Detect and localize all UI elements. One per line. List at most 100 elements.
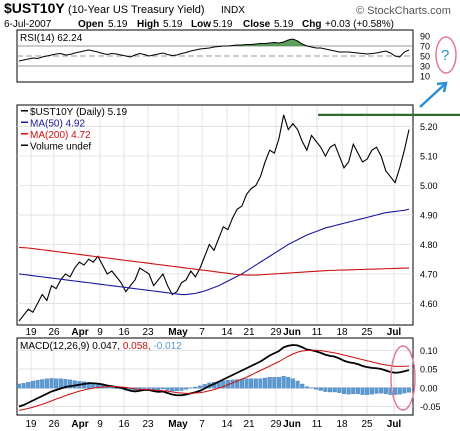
annotation-up-arrow bbox=[419, 83, 446, 108]
macd-histogram-bar bbox=[360, 387, 365, 395]
annotation-question-circle bbox=[435, 36, 457, 74]
macd-histogram-bar bbox=[68, 379, 73, 389]
macd-histogram-bar bbox=[16, 383, 22, 389]
macd-histogram-bar bbox=[351, 387, 356, 395]
macd-histogram-bar bbox=[244, 378, 249, 389]
macd-histogram-bar bbox=[337, 387, 342, 393]
macd-histogram-bar bbox=[49, 378, 54, 389]
macd-xtick-label: 29 bbox=[270, 419, 282, 430]
price-line bbox=[18, 114, 410, 322]
macd-tick-label: 0.10 bbox=[420, 346, 438, 356]
macd-histogram-bar bbox=[165, 387, 170, 391]
rsi-tick-label: 10 bbox=[420, 72, 430, 82]
macd-histogram-bar bbox=[151, 387, 156, 390]
price-legend-swatch bbox=[21, 110, 28, 112]
price-legend-swatch bbox=[21, 133, 28, 135]
open-label: Open bbox=[78, 19, 104, 30]
price-xtick-label: Apr bbox=[71, 327, 88, 338]
macd-histogram-bar bbox=[332, 387, 337, 393]
macd-histogram-bar bbox=[63, 378, 68, 389]
price-xtick-label: 14 bbox=[221, 327, 233, 338]
macd-histogram-bar bbox=[393, 387, 398, 395]
macd-histogram-bar bbox=[86, 381, 91, 389]
macd-histogram-bar bbox=[365, 387, 370, 395]
rsi-tick-label: 70 bbox=[420, 42, 430, 52]
macd-histogram-bar bbox=[179, 387, 184, 391]
macd-histogram-bar bbox=[30, 380, 35, 389]
macd-histogram-bar bbox=[235, 379, 240, 389]
low-label: Low bbox=[191, 19, 211, 30]
chart-symbol: $UST10Y bbox=[4, 0, 65, 16]
macd-histogram-bar bbox=[295, 380, 300, 389]
price-xtick-label: 19 bbox=[25, 327, 37, 338]
macd-xtick-label: 23 bbox=[142, 419, 154, 430]
price-xtick-label: May bbox=[168, 327, 188, 338]
macd-xtick-label: 9 bbox=[97, 419, 103, 430]
macd-line bbox=[18, 344, 410, 408]
rsi-tick-label: 90 bbox=[420, 32, 430, 42]
macd-histogram-bar bbox=[253, 378, 258, 389]
macd-histogram-bar bbox=[290, 378, 295, 389]
macd-xtick-label: 7 bbox=[199, 419, 205, 430]
ma200-line bbox=[18, 246, 409, 276]
macd-histogram-bar bbox=[300, 383, 305, 389]
macd-histogram-bar bbox=[58, 378, 63, 389]
macd-tick-label: 0.00 bbox=[420, 383, 438, 393]
macd-histogram-bar bbox=[346, 387, 351, 395]
chg-value: +0.03 (+0.58%) bbox=[325, 19, 394, 30]
macd-layer: 0.10 0.05 0.00 -0.05 MACD(12,26,9) 0.047, 0.… bbox=[16, 339, 441, 430]
chart-date: 6-Jul-2007 bbox=[4, 19, 52, 30]
price-xtick-label: Jun bbox=[283, 327, 301, 338]
macd-xtick-label: 18 bbox=[336, 419, 348, 430]
open-value: 5.19 bbox=[108, 19, 128, 30]
price-xtick-label: 25 bbox=[361, 327, 373, 338]
macd-xtick-label: 11 bbox=[312, 419, 323, 430]
chart-name: (10-Year US Treasury Yield) bbox=[68, 4, 205, 16]
macd-histogram-bar bbox=[184, 387, 189, 390]
price-tick-label: 5.20 bbox=[420, 122, 438, 132]
rsi-tick-label: 50 bbox=[420, 52, 430, 62]
price-xtick-label: 7 bbox=[199, 327, 205, 338]
macd-histogram-bar bbox=[304, 386, 309, 389]
macd-histogram-bar bbox=[146, 387, 152, 389]
macd-histogram-bar bbox=[40, 379, 45, 389]
macd-histogram-bar bbox=[174, 387, 179, 392]
high-value: 5.19 bbox=[163, 19, 183, 30]
macd-histogram-bar bbox=[276, 377, 282, 389]
close-value: 5.19 bbox=[274, 19, 294, 30]
price-legend-swatch bbox=[21, 121, 28, 123]
macd-xtick-label: 21 bbox=[243, 419, 255, 430]
macd-histogram-bar bbox=[281, 375, 286, 389]
macd-histogram-bar bbox=[54, 378, 59, 389]
macd-histogram-bar bbox=[188, 387, 193, 389]
price-xtick-label: 26 bbox=[48, 327, 60, 338]
macd-histogram-bar bbox=[355, 387, 360, 395]
price-xtick-label: 29 bbox=[270, 327, 282, 338]
macd-xtick-label: 26 bbox=[48, 419, 60, 430]
price-xtick-label: 21 bbox=[243, 327, 255, 338]
macd-histogram-bar bbox=[249, 378, 254, 389]
macd-histogram-bar bbox=[379, 387, 384, 394]
macd-histogram-bar bbox=[402, 387, 407, 394]
macd-histogram-bar bbox=[193, 386, 198, 389]
close-label: Close bbox=[243, 19, 271, 30]
price-tick-label: 4.90 bbox=[420, 211, 438, 221]
price-xtick-label: 18 bbox=[336, 327, 348, 338]
macd-xtick-label: Jun bbox=[283, 419, 301, 430]
macd-tick-label: -0.05 bbox=[420, 402, 441, 412]
macd-histogram-bar bbox=[383, 387, 388, 395]
macd-histogram-bar bbox=[374, 387, 379, 394]
price-xtick-label: Jul bbox=[387, 327, 402, 338]
price-legend-entry: Volume undef bbox=[30, 142, 91, 153]
ma50-line bbox=[18, 208, 410, 296]
macd-tick-label: 0.05 bbox=[420, 365, 438, 375]
macd-xtick-label: Jul bbox=[387, 419, 402, 430]
macd-histogram-bar bbox=[156, 387, 161, 390]
price-legend-entry: MA(50) 4.92 bbox=[30, 119, 85, 130]
rsi-line bbox=[18, 38, 410, 62]
macd-xtick-label: 16 bbox=[118, 419, 130, 430]
macd-histogram-bar bbox=[109, 387, 114, 389]
chart-watermark: © StockCharts.com bbox=[356, 5, 451, 17]
